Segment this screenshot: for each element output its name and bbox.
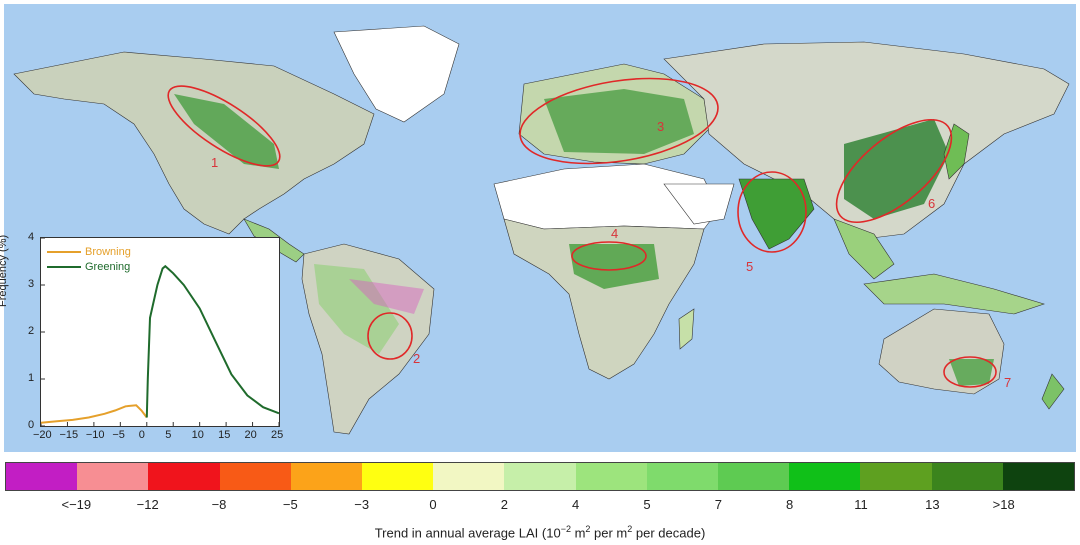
southeast-asia-landmass xyxy=(833,218,895,280)
frequency-plot xyxy=(41,238,279,426)
colorbar-segment xyxy=(931,463,1003,490)
colorbar-segment xyxy=(77,463,149,490)
colorbar-label: −8 xyxy=(211,497,227,512)
colorbar-segment xyxy=(575,463,647,490)
central-africa-greening xyxy=(569,244,659,289)
x-tick-label: 0 xyxy=(138,429,145,441)
x-tick-label: −15 xyxy=(59,429,79,441)
hotspot-ellipse-6 xyxy=(835,118,953,224)
x-tick-label: −10 xyxy=(85,429,105,441)
south-america-browning xyxy=(349,279,424,314)
new-zealand-landmass xyxy=(1041,373,1065,410)
frequency-inset-chart: Browning Greening xyxy=(40,237,280,427)
hotspot-label-6: 6 xyxy=(928,196,935,211)
japan-landmass xyxy=(943,123,970,180)
colorbar-segment xyxy=(646,463,719,490)
y-tick-label: 0 xyxy=(28,419,35,431)
north-america-landmass xyxy=(13,51,375,235)
hotspot-label-1: 1 xyxy=(211,155,218,170)
arabia-landmass xyxy=(663,183,735,225)
x-tick-label: −20 xyxy=(33,429,52,441)
hotspot-label-2: 2 xyxy=(413,351,420,366)
maritime-asia-islands xyxy=(863,273,1045,315)
hotspot-label-7: 7 xyxy=(1004,375,1011,390)
x-tick-label: −5 xyxy=(112,429,125,441)
legend-label-greening: Greening xyxy=(85,261,131,273)
colorbar-segment xyxy=(789,463,861,490)
colorbar-segment xyxy=(860,463,932,490)
y-tick-label: 1 xyxy=(28,372,35,384)
south-america-greening xyxy=(314,264,399,354)
y-tick-label: 3 xyxy=(28,278,35,290)
india-landmass xyxy=(738,178,815,250)
hotspot-label-3: 3 xyxy=(657,119,664,134)
colorbar-segment xyxy=(718,463,790,490)
colorbar-label: 11 xyxy=(854,497,868,512)
europe-greening xyxy=(544,89,694,154)
hotspot-label-5: 5 xyxy=(746,259,753,274)
colorbar-segment xyxy=(148,463,220,490)
colorbar-segment xyxy=(290,463,363,490)
australia-east-greening xyxy=(949,359,994,386)
legend-label-browning: Browning xyxy=(85,246,131,258)
colorbar-segment xyxy=(6,463,78,490)
hotspot-ellipse-2 xyxy=(367,312,413,360)
colorbar-title: Trend in annual average LAI (10−2 m2 per… xyxy=(374,524,706,541)
colorbar-label: >18 xyxy=(992,497,1015,512)
china-greening xyxy=(844,119,949,219)
colorbar-label: 5 xyxy=(643,497,651,512)
series-line-browning xyxy=(41,404,148,424)
hotspot-label-4: 4 xyxy=(611,226,618,241)
x-tick-label: 5 xyxy=(165,429,172,441)
y-tick-label: 4 xyxy=(28,231,35,243)
axis-ticks xyxy=(41,238,279,426)
x-tick-label: 15 xyxy=(218,429,231,441)
africa-landmass xyxy=(503,218,705,380)
colorbar-label: <−19 xyxy=(61,497,92,512)
colorbar-segment xyxy=(433,463,505,490)
colorbar-label: 7 xyxy=(714,497,722,512)
colorbar-label: −5 xyxy=(282,497,298,512)
inset-y-axis-label: Frequency (%) xyxy=(0,234,9,307)
madagascar-landmass xyxy=(678,308,695,350)
hotspot-ellipse-5 xyxy=(737,171,807,253)
colorbar-label: 0 xyxy=(429,497,437,512)
hotspot-ellipse-4 xyxy=(571,241,647,271)
hotspot-ellipse-1 xyxy=(167,85,281,167)
world-map-canvas: 1 2 3 4 5 6 7 xyxy=(13,25,1070,435)
colorbar-label: −12 xyxy=(136,497,159,512)
colorbar-label: 4 xyxy=(572,497,580,512)
colorbar-segment xyxy=(1002,463,1075,490)
lai-trend-colorbar xyxy=(5,462,1075,491)
colorbar-label: 2 xyxy=(500,497,508,512)
colorbar-segment xyxy=(504,463,576,490)
series-line-greening xyxy=(145,264,279,418)
north-america-greening xyxy=(174,94,279,169)
colorbar-segment xyxy=(362,463,434,490)
colorbar-label: 13 xyxy=(925,497,940,512)
colorbar-segment xyxy=(219,463,291,490)
y-tick-label: 2 xyxy=(28,325,35,337)
colorbar-label: −3 xyxy=(354,497,370,512)
x-tick-label: 25 xyxy=(271,429,284,441)
greenland-landmass xyxy=(333,25,460,123)
x-tick-label: 10 xyxy=(191,429,204,441)
colorbar-label: 8 xyxy=(786,497,794,512)
hotspot-ellipse-7 xyxy=(943,356,997,388)
x-tick-label: 20 xyxy=(244,429,257,441)
hotspot-ellipse-3 xyxy=(519,77,719,165)
